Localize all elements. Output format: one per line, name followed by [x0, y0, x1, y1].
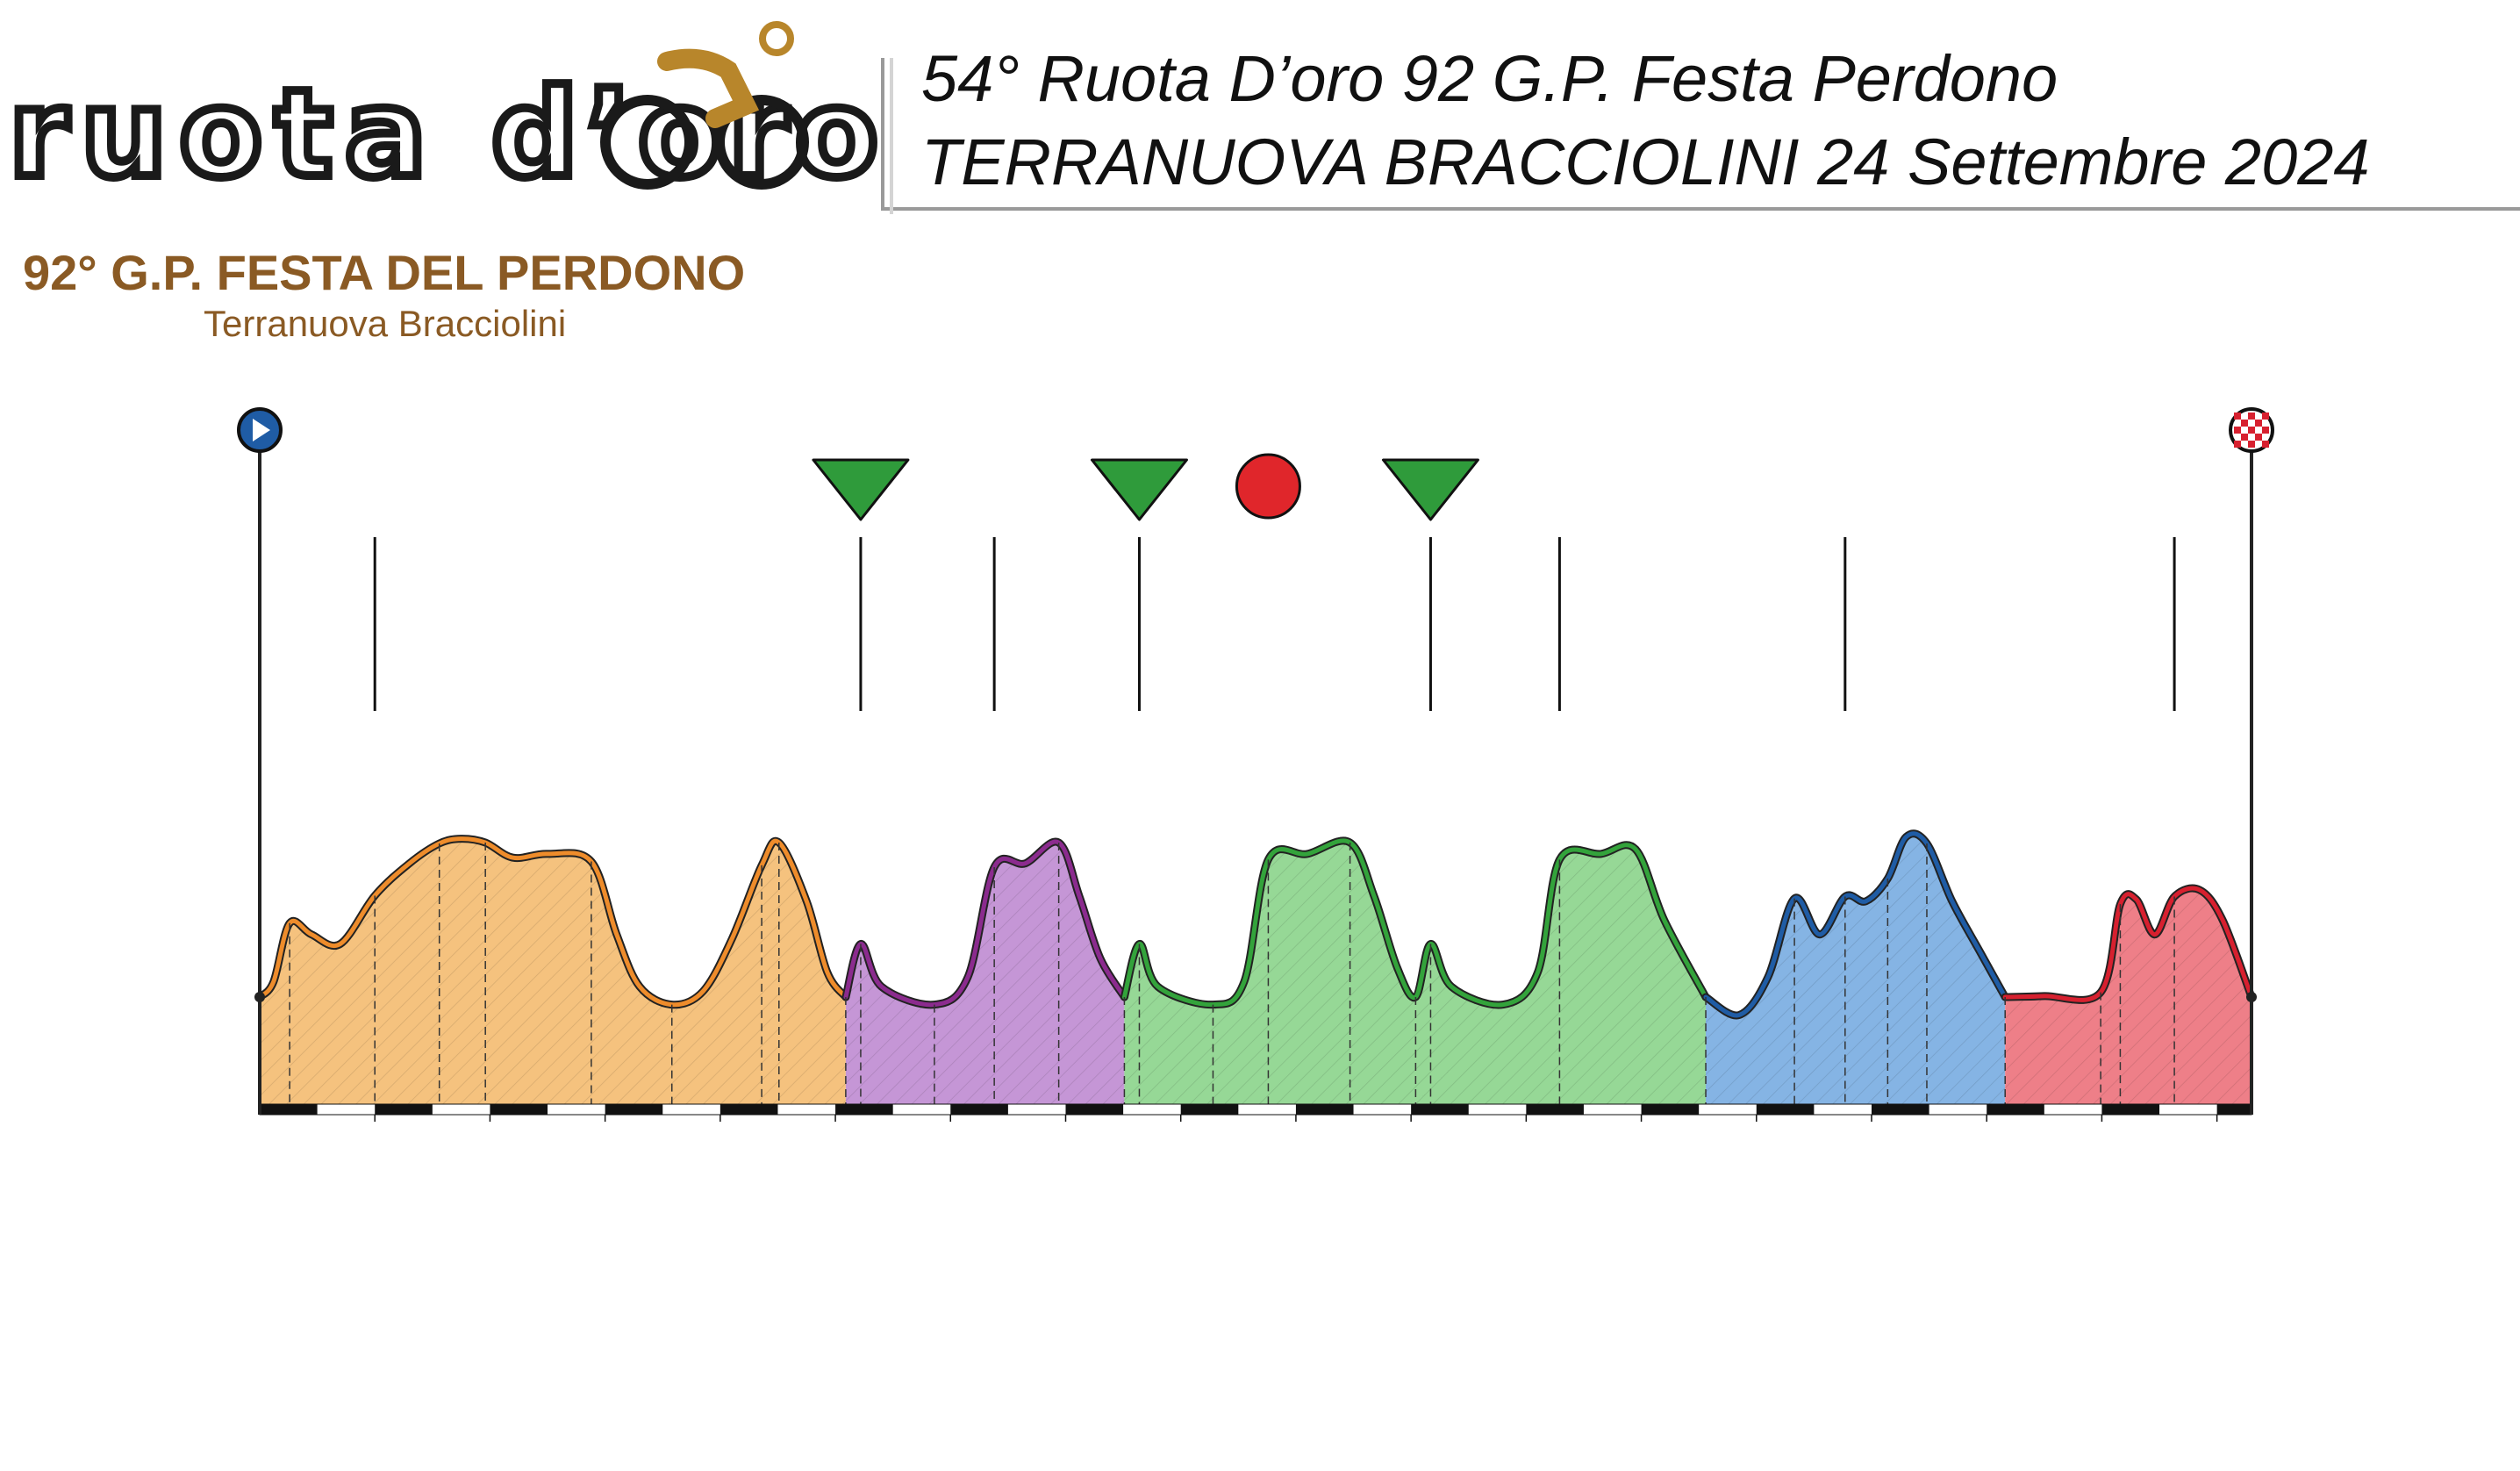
title-box: 54° Ruota D’oro 92 G.P. Festa Perdono TE… [883, 42, 2520, 214]
checkered-square [2234, 413, 2241, 420]
km-bar-block [950, 1104, 1008, 1115]
start-flag-box [218, 372, 309, 397]
km-bar-block [1642, 1104, 1700, 1115]
checkered-square [2241, 434, 2248, 441]
km-bar-block [1526, 1104, 1584, 1115]
km-bar-block [1872, 1104, 1929, 1115]
elevation-chart [218, 372, 2273, 1122]
checkered-square [2262, 427, 2269, 434]
km-bar-block [1065, 1104, 1123, 1115]
event-subtitle: Terranuova Bracciolini [204, 303, 566, 344]
title-line-1: 54° Ruota D’oro 92 G.P. Festa Perdono [921, 42, 2058, 115]
event-title: 92° G.P. FESTA DEL PERDONO [23, 245, 745, 300]
profile-segment-hatch-2 [846, 842, 1125, 1104]
checkered-square [2248, 413, 2255, 420]
checkered-square [2255, 434, 2262, 441]
checkered-square [2248, 427, 2255, 434]
km-bar-frame [260, 1104, 2252, 1115]
profile-segment-hatch-4 [1706, 834, 2005, 1104]
km-bar-block [375, 1104, 433, 1115]
checkered-square [2234, 427, 2241, 434]
checkered-square [2255, 420, 2262, 427]
km-bar-block [835, 1104, 893, 1115]
checkered-square [2262, 413, 2269, 420]
logo-word-ruota: ruota [9, 63, 439, 205]
checkered-square [2262, 441, 2269, 448]
ruota-doro-logo: ruota d’oro [9, 25, 885, 205]
km-bar-block [1181, 1104, 1239, 1115]
km-bar-block [2217, 1104, 2252, 1115]
title-line-2: TERRANUOVA BRACCIOLINI 24 Settembre 2024 [921, 126, 2370, 198]
km-bar-block [1757, 1104, 1815, 1115]
km-bar-block [1411, 1104, 1469, 1115]
finish-point-dot [2246, 992, 2257, 1002]
checkered-square [2234, 441, 2241, 448]
km-bar-block [1987, 1104, 2044, 1115]
checkered-square [2248, 441, 2255, 448]
gpm-mountain-icon-4 [1092, 460, 1186, 520]
checkered-square [2241, 420, 2248, 427]
start-point-dot [254, 992, 265, 1002]
gpm-mountain-icon-2 [813, 460, 908, 520]
gpm-mountain-icon-6 [1383, 460, 1478, 520]
km-bar-block [260, 1104, 318, 1115]
km-bar-block [720, 1104, 778, 1115]
km-bar-block [1296, 1104, 1354, 1115]
km-bar-block [605, 1104, 663, 1115]
km-bar-block [490, 1104, 548, 1115]
km-bar-block [2101, 1104, 2159, 1115]
ristoro-icon [1236, 455, 1299, 518]
